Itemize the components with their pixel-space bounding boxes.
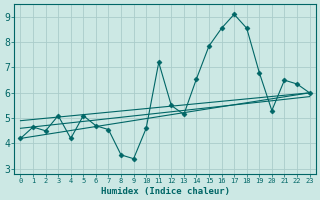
X-axis label: Humidex (Indice chaleur): Humidex (Indice chaleur)	[100, 187, 229, 196]
